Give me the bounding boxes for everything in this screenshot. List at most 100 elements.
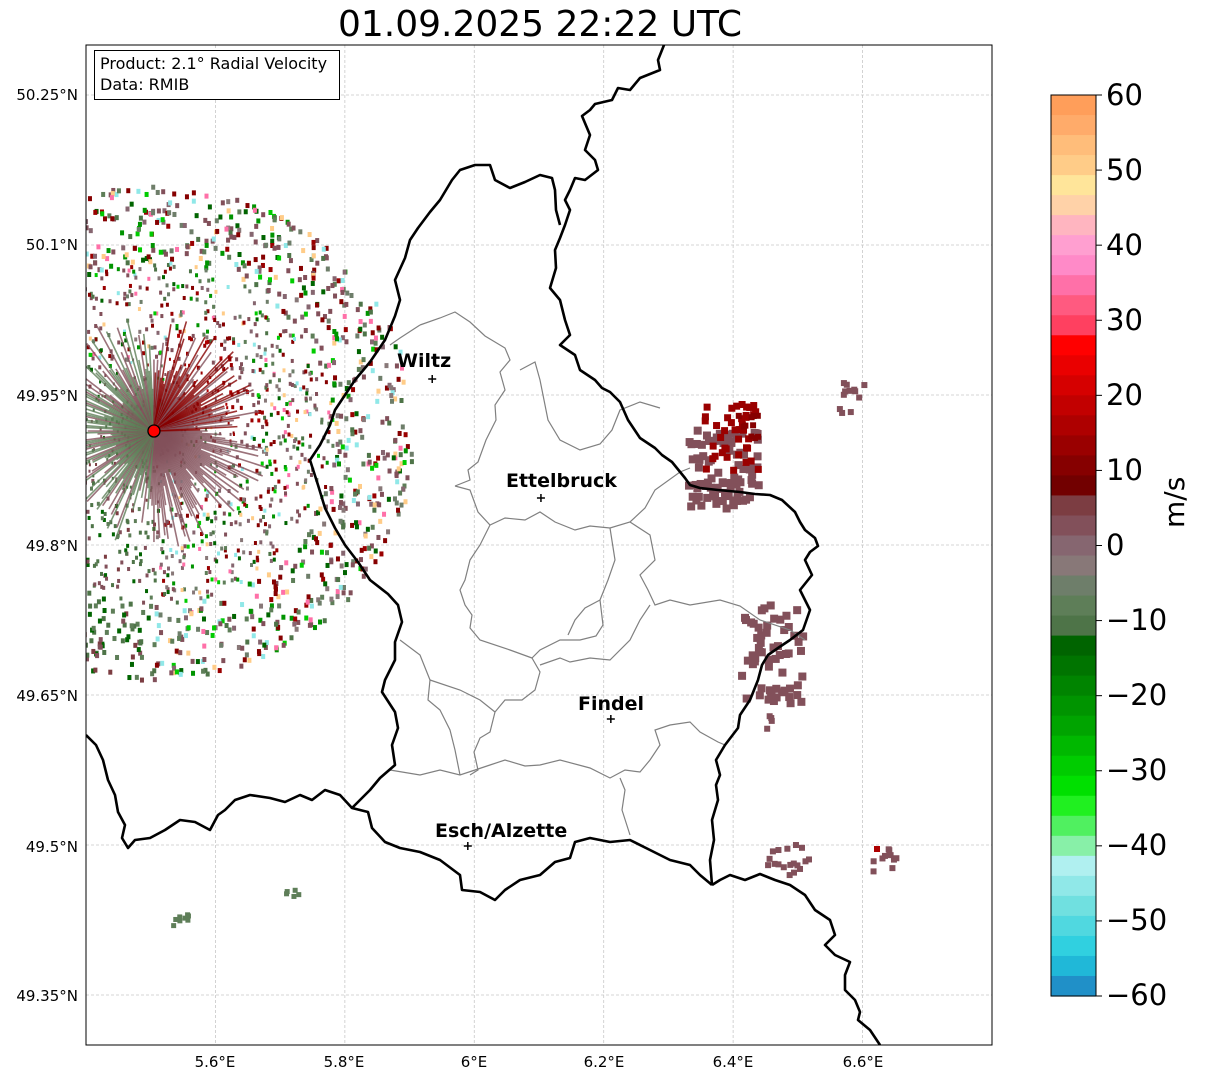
echo-pixel — [177, 914, 183, 920]
velocity-pixel — [265, 387, 269, 392]
velocity-pixel — [243, 431, 247, 436]
velocity-pixel — [183, 544, 187, 549]
velocity-pixel — [152, 642, 157, 648]
velocity-pixel — [122, 331, 126, 336]
velocity-pixel — [354, 442, 359, 448]
velocity-pixel — [202, 643, 207, 649]
velocity-pixel — [335, 556, 340, 562]
velocity-pixel — [204, 497, 208, 502]
velocity-pixel — [356, 366, 361, 372]
velocity-pixel — [405, 444, 410, 450]
echo-pixel — [714, 468, 723, 477]
colorbar-segment — [1051, 355, 1096, 376]
colorbar-segment — [1051, 735, 1096, 757]
velocity-pixel — [233, 576, 237, 581]
velocity-pixel — [344, 416, 349, 422]
velocity-pixel — [158, 612, 163, 618]
velocity-pixel — [138, 562, 142, 567]
velocity-pixel — [105, 272, 109, 277]
velocity-pixel — [115, 654, 120, 660]
velocity-pixel — [286, 423, 290, 428]
velocity-pixel — [328, 542, 333, 548]
velocity-pixel — [198, 590, 202, 595]
velocity-pixel — [344, 386, 349, 392]
velocity-pixel — [378, 486, 383, 492]
velocity-pixel — [245, 486, 249, 491]
velocity-pixel — [340, 335, 345, 341]
velocity-pixel — [168, 200, 173, 206]
velocity-pixel — [292, 621, 297, 627]
velocity-pixel — [238, 463, 242, 468]
velocity-pixel — [156, 208, 161, 214]
velocity-pixel — [177, 333, 181, 338]
velocity-pixel — [150, 671, 155, 677]
velocity-pixel — [281, 589, 286, 595]
velocity-pixel — [254, 496, 258, 501]
velocity-pixel — [380, 344, 385, 350]
velocity-pixel — [265, 447, 269, 452]
velocity-pixel — [263, 529, 267, 534]
velocity-pixel — [292, 444, 296, 449]
velocity-pixel — [311, 245, 316, 251]
velocity-pixel — [97, 641, 102, 647]
velocity-pixel — [370, 330, 375, 336]
velocity-pixel — [83, 579, 86, 583]
velocity-pixel — [169, 670, 174, 676]
velocity-pixel — [124, 252, 129, 258]
velocity-pixel — [204, 571, 208, 576]
velocity-pixel — [112, 636, 117, 642]
velocity-pixel — [255, 566, 259, 571]
velocity-pixel — [189, 229, 194, 235]
velocity-pixel — [94, 324, 98, 329]
velocity-pixel — [390, 390, 395, 396]
velocity-pixel — [227, 616, 232, 622]
velocity-pixel — [226, 237, 231, 243]
echo-pixel — [701, 417, 709, 425]
velocity-pixel — [253, 541, 257, 546]
velocity-pixel — [233, 473, 237, 478]
velocity-pixel — [166, 573, 170, 578]
velocity-pixel — [76, 606, 80, 611]
velocity-pixel — [181, 284, 185, 289]
velocity-pixel — [206, 515, 210, 520]
velocity-pixel — [296, 464, 300, 469]
velocity-pixel — [91, 625, 96, 631]
velocity-pixel — [393, 437, 398, 443]
velocity-pixel — [86, 287, 87, 292]
velocity-pixel — [100, 584, 104, 589]
echo-pixel — [771, 654, 780, 663]
velocity-pixel — [71, 379, 74, 383]
velocity-pixel — [325, 550, 330, 556]
velocity-pixel — [315, 392, 319, 397]
echo-pixel — [787, 861, 794, 868]
velocity-pixel — [97, 581, 101, 586]
velocity-pixel — [308, 617, 313, 623]
velocity-pixel — [266, 489, 270, 494]
velocity-pixel — [181, 501, 184, 505]
velocity-pixel — [229, 502, 233, 507]
velocity-pixel — [303, 311, 308, 317]
colorbar-tick-label: −30 — [1106, 753, 1168, 787]
velocity-pixel — [326, 325, 331, 331]
velocity-pixel — [121, 245, 126, 251]
echo-pixel — [798, 672, 807, 681]
velocity-pixel — [245, 479, 249, 484]
velocity-pixel — [283, 243, 288, 249]
velocity-pixel — [235, 197, 240, 203]
colorbar-segment — [1051, 155, 1096, 176]
echo-pixel — [861, 382, 868, 389]
colorbar-segment — [1051, 255, 1096, 276]
echo-pixel — [736, 426, 744, 434]
echo-pixel — [797, 697, 806, 706]
velocity-pixel — [278, 635, 283, 641]
velocity-pixel — [192, 543, 196, 548]
velocity-pixel — [315, 238, 320, 244]
velocity-pixel — [304, 615, 309, 621]
velocity-pixel — [137, 627, 142, 633]
velocity-pixel — [89, 296, 93, 301]
velocity-pixel — [175, 246, 180, 252]
velocity-pixel — [320, 317, 325, 323]
velocity-pixel — [333, 375, 338, 381]
echo-pixel — [718, 449, 726, 457]
velocity-pixel — [214, 218, 219, 224]
